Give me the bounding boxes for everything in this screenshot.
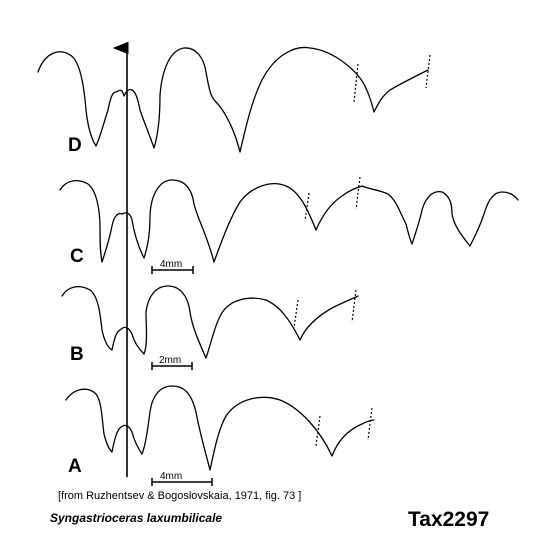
suture-b xyxy=(61,285,359,359)
suture-c-cut-1 xyxy=(304,192,310,222)
suture-c xyxy=(59,176,519,263)
species-name: Syngastrioceras laxumbilicale xyxy=(50,511,222,525)
scale-label-b: 2mm xyxy=(159,355,181,366)
suture-b-cut-2 xyxy=(351,289,357,323)
suture-label-a: A xyxy=(68,456,82,477)
suture-line-b xyxy=(61,285,359,359)
suture-b-cut-1 xyxy=(293,299,299,329)
suture-d xyxy=(37,46,431,153)
taxon-id: Tax2297 xyxy=(408,508,489,531)
suture-d-cut-1 xyxy=(353,63,359,103)
scale-label-a: 4mm xyxy=(160,471,182,482)
suture-a-cut-2 xyxy=(367,407,373,441)
suture-label-c: C xyxy=(70,246,84,267)
suture-a xyxy=(65,385,375,471)
suture-d-cut-2 xyxy=(425,54,431,89)
citation: [from Ruzhentsev & Bogoslovskaia, 1971, … xyxy=(58,490,301,502)
suture-label-b: B xyxy=(70,344,84,365)
suture-line-c xyxy=(59,179,519,263)
suture-c-cut-2 xyxy=(355,176,361,210)
suture-line-a xyxy=(65,385,375,471)
suture-label-d: D xyxy=(68,135,82,156)
scale-label-c: 4mm xyxy=(160,259,182,270)
suture-line-d xyxy=(37,46,429,153)
suture-a-cut-1 xyxy=(315,415,321,447)
